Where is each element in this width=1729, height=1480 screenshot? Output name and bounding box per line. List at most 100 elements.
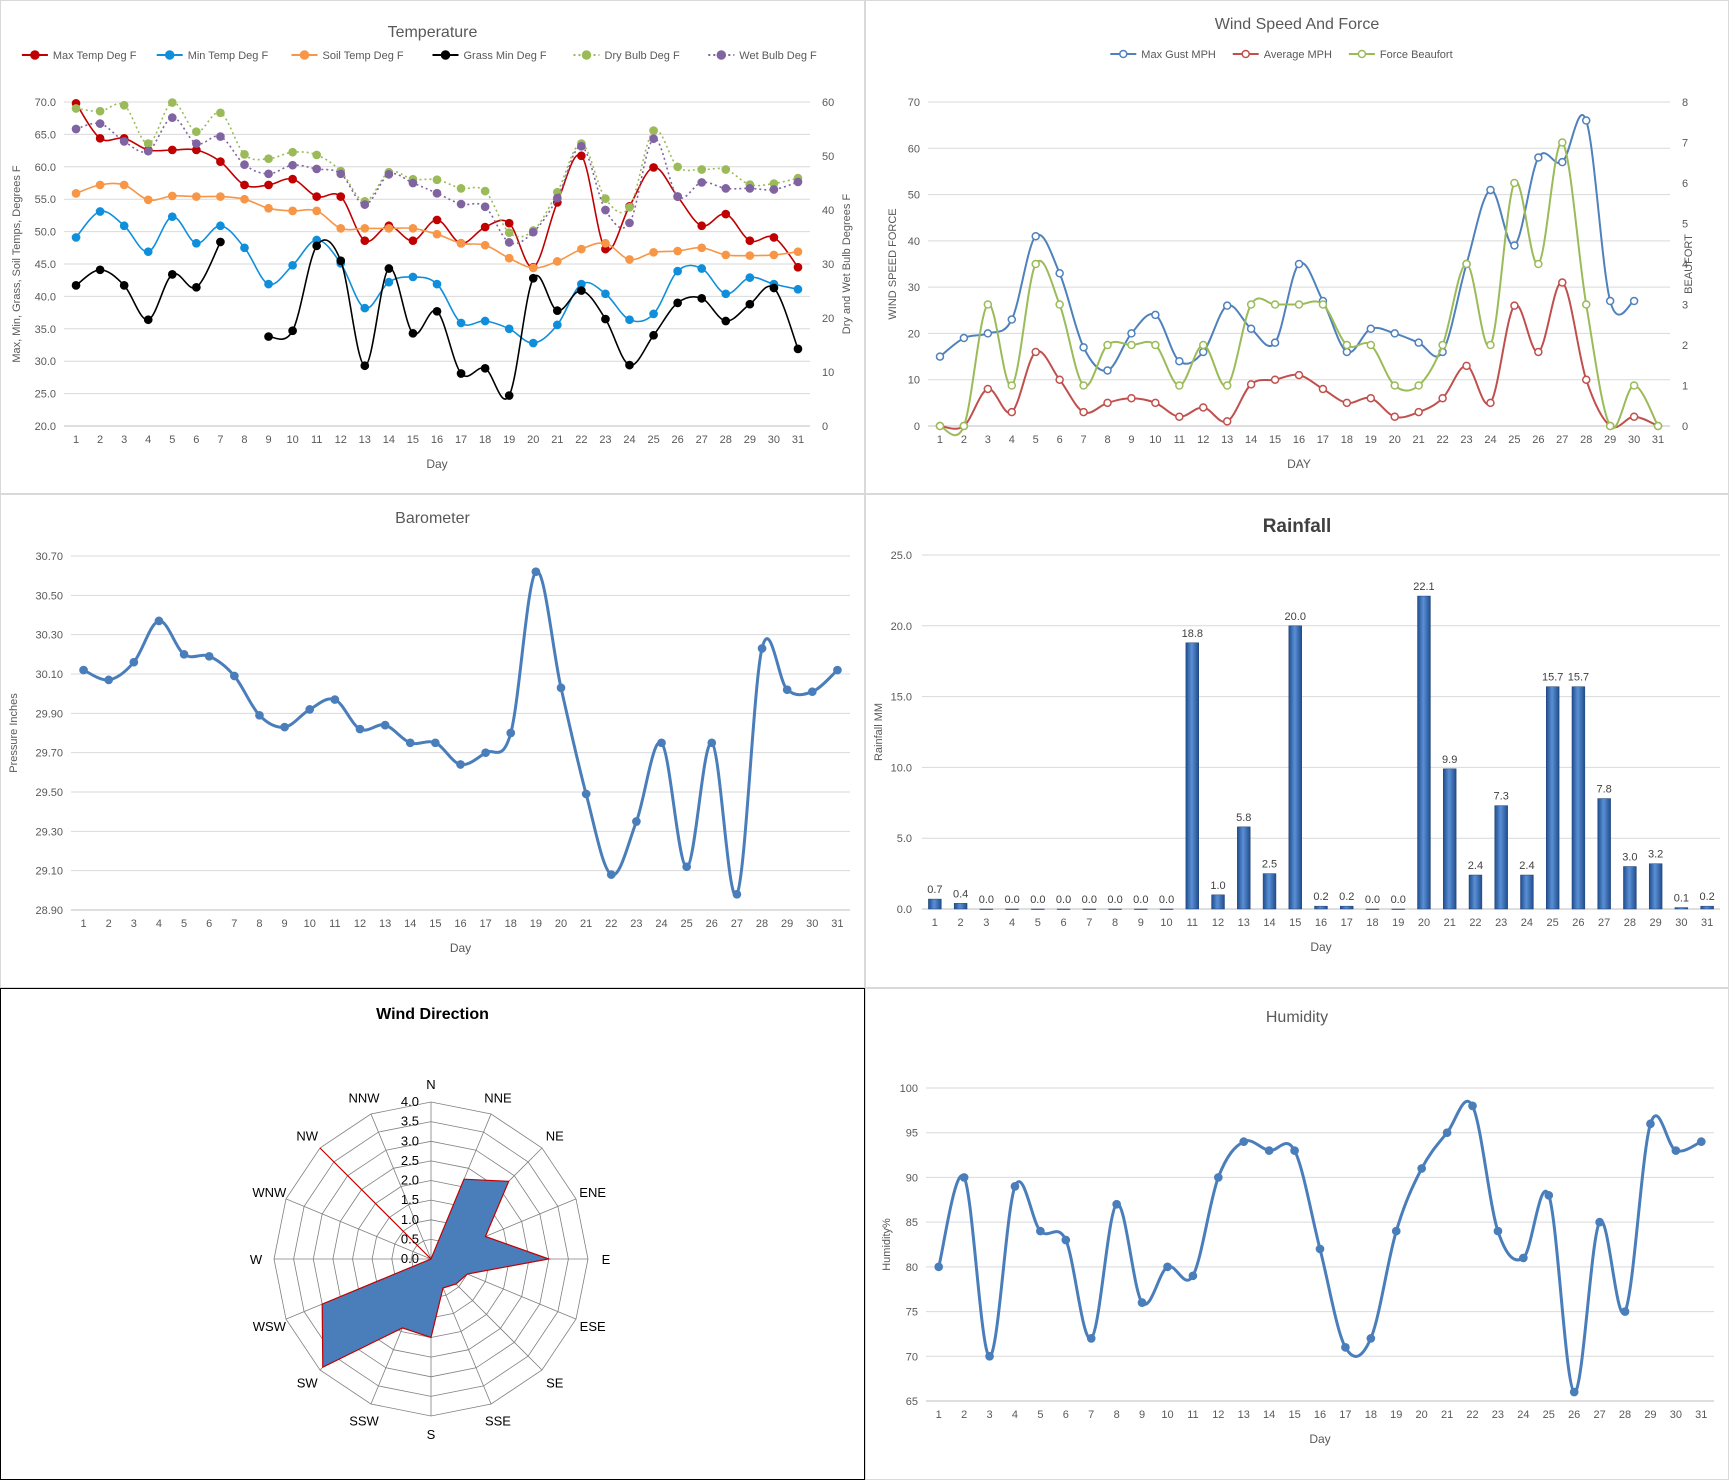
bar-data-label: 22.1 <box>1413 581 1434 593</box>
data-point <box>577 244 586 254</box>
y-tick-label: 20 <box>908 328 920 340</box>
data-point <box>355 724 365 734</box>
data-point <box>1390 381 1399 390</box>
x-tick-label: 25 <box>1508 434 1520 446</box>
x-tick-label: 30 <box>806 918 818 930</box>
radial-tick-label: 1.0 <box>401 1212 419 1227</box>
data-point <box>552 257 562 266</box>
y2-tick-label: 0 <box>822 421 828 433</box>
data-point <box>456 199 466 209</box>
bar-data-label: 1.0 <box>1210 880 1225 892</box>
rain-bar <box>953 903 968 910</box>
data-point <box>79 665 88 675</box>
data-point <box>154 616 164 626</box>
x-tick-label: 31 <box>1695 1409 1707 1421</box>
rain-bar <box>1648 863 1663 910</box>
y-tick-label: 80 <box>906 1262 918 1274</box>
data-point <box>632 817 641 826</box>
data-point <box>769 233 779 242</box>
data-point <box>721 316 731 326</box>
y-tick-label: 25.0 <box>891 550 912 562</box>
data-point <box>528 227 538 237</box>
data-point <box>697 221 707 231</box>
x-tick-label: 4 <box>1009 917 1015 929</box>
direction-label: WSW <box>253 1319 287 1334</box>
data-point <box>360 303 370 313</box>
x-tick-label: 5 <box>1033 434 1039 446</box>
data-point <box>697 165 707 174</box>
radial-tick-label: 2.5 <box>401 1153 419 1168</box>
data-point <box>1646 1119 1655 1129</box>
x-tick-label: 14 <box>1263 917 1275 929</box>
data-point <box>240 160 249 169</box>
x-axis-label: Day <box>1310 940 1331 954</box>
data-point <box>1163 1262 1172 1272</box>
x-tick-label: 25 <box>1543 1409 1555 1421</box>
data-point <box>1127 340 1136 350</box>
wind-direction-panel: Wind Direction N NNE NE ENE E ESE SE SSE S SSW SW WS… <box>0 988 865 1480</box>
data-point <box>581 789 591 799</box>
data-point <box>985 1351 994 1361</box>
data-point <box>1510 301 1519 310</box>
x-axis-label: Day <box>1309 1432 1330 1446</box>
data-point <box>288 260 297 270</box>
data-point <box>649 134 658 144</box>
x-tick-label: 13 <box>359 434 371 446</box>
data-point <box>1442 1128 1452 1138</box>
x-tick-label: 13 <box>1238 917 1250 929</box>
rain-bar <box>1005 908 1019 910</box>
x-tick-label: 27 <box>1556 434 1568 446</box>
legend-label: Soil Temp Deg F <box>323 50 404 62</box>
x-tick-label: 3 <box>121 434 127 446</box>
data-point <box>95 207 105 216</box>
legend-label: Wet Bulb Deg F <box>739 50 817 62</box>
x-tick-label: 20 <box>1418 917 1430 929</box>
data-point <box>793 247 803 257</box>
data-point <box>456 318 466 328</box>
data-point <box>480 186 490 196</box>
direction-label: NNW <box>349 1090 381 1105</box>
data-point <box>1007 381 1017 390</box>
y2-tick-label: 10 <box>822 367 834 379</box>
data-point <box>240 243 249 253</box>
data-point <box>1222 417 1232 426</box>
temperature-panel: Temperature 20.0 25.0 30.0 35.0 40.0 45.0 50.0 5… <box>0 0 865 494</box>
x-tick-label: 17 <box>480 918 492 930</box>
rain-bar <box>1340 905 1354 910</box>
data-point <box>1366 324 1376 334</box>
bar-data-label: 0.1 <box>1674 893 1689 905</box>
rain-bar <box>1700 905 1714 910</box>
data-point <box>119 100 129 110</box>
data-point <box>192 282 201 292</box>
data-point <box>1151 340 1160 350</box>
legend-marker <box>1357 49 1367 59</box>
bar-data-label: 9.9 <box>1442 754 1457 766</box>
rain-bar <box>1417 595 1431 910</box>
data-point <box>71 281 81 290</box>
series-line <box>82 570 839 897</box>
y-axis-label: Rainfall MM <box>873 703 885 761</box>
data-point <box>1137 1298 1147 1307</box>
data-point <box>456 760 465 769</box>
y-axis-label: Pressure Inches <box>8 693 20 773</box>
data-point <box>1294 300 1304 309</box>
x-tick-label: 2 <box>958 917 964 929</box>
x-tick-label: 23 <box>630 918 642 930</box>
data-point <box>1366 393 1376 403</box>
x-tick-label: 23 <box>1492 1409 1504 1421</box>
data-point <box>312 192 322 201</box>
bar-data-label: 0.2 <box>1313 891 1328 903</box>
x-tick-label: 18 <box>479 434 491 446</box>
data-point <box>288 160 297 170</box>
y-tick-label: 55.0 <box>35 194 56 206</box>
y2-tick-label: 30 <box>822 259 834 271</box>
x-tick-label: 2 <box>106 918 112 930</box>
data-point <box>1534 347 1543 357</box>
x-tick-label: 1 <box>73 434 79 446</box>
data-point <box>1112 1199 1121 1209</box>
x-tick-label: 13 <box>1238 1409 1250 1421</box>
data-point <box>71 233 81 242</box>
series-line <box>937 1099 1702 1394</box>
data-point <box>336 169 346 179</box>
x-tick-label: 10 <box>304 918 316 930</box>
